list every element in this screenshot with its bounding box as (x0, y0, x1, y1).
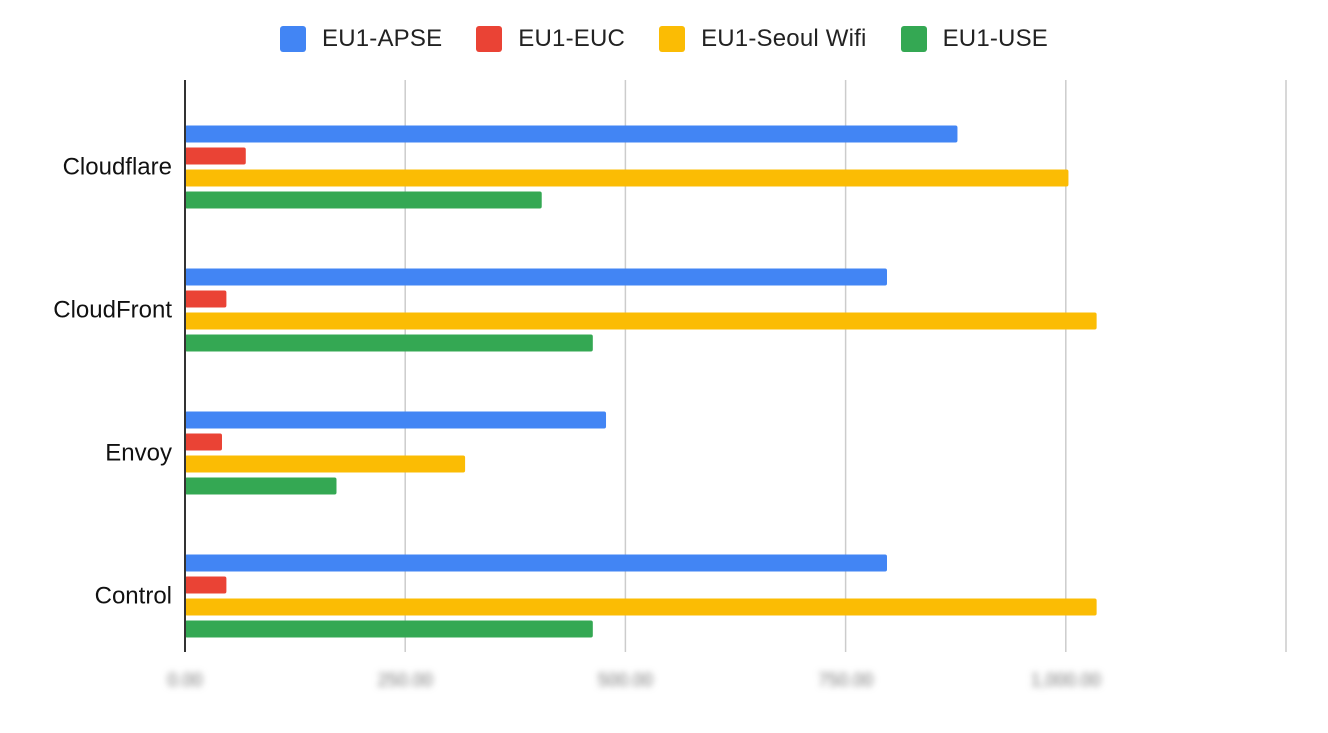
bar-cloudflare-eu1-euc (185, 147, 246, 165)
x-tick-label-2: 500.00 (598, 670, 653, 690)
legend-label-eu1-use: EU1-USE (942, 25, 1049, 52)
legend-item-eu1-euc[interactable]: EU1-EUC (476, 25, 625, 53)
bar-control-eu1-apse (185, 554, 887, 572)
legend-swatch-eu1-seoul-wifi (659, 26, 686, 52)
legend-label-eu1-euc: EU1-EUC (518, 25, 626, 52)
legend-item-eu1-use[interactable]: EU1-USE (900, 25, 1049, 53)
category-label-cloudflare: Cloudflare (63, 154, 172, 181)
legend-item-eu1-seoul-wifi[interactable]: EU1-Seoul Wifi (659, 25, 867, 53)
bar-envoy-eu1-use (185, 477, 337, 495)
bar-cloudflare-eu1-use (185, 191, 542, 209)
x-tick-label-3: 750.00 (818, 670, 873, 690)
x-tick-label-4: 1,000.00 (1031, 670, 1101, 690)
category-label-control: Control (95, 583, 172, 610)
bar-envoy-eu1-seoul-wifi (185, 455, 466, 473)
bar-control-eu1-seoul-wifi (185, 598, 1097, 616)
legend-label-eu1-seoul-wifi: EU1-Seoul Wifi (701, 25, 867, 52)
legend-swatch-eu1-apse (279, 26, 306, 52)
bar-cloudfront-eu1-euc (185, 290, 227, 308)
legend-swatch-eu1-euc (476, 26, 503, 52)
bar-cloudflare-eu1-apse (185, 125, 958, 143)
bar-envoy-eu1-euc (185, 433, 222, 451)
bar-cloudfront-eu1-use (185, 334, 593, 352)
legend-label-eu1-apse: EU1-APSE (321, 25, 443, 52)
category-label-cloudfront: CloudFront (53, 297, 172, 324)
bar-control-eu1-use (185, 620, 593, 638)
category-label-envoy: Envoy (105, 440, 172, 467)
bar-cloudfront-eu1-seoul-wifi (185, 312, 1097, 330)
x-tick-label-0: 0.00 (167, 670, 202, 690)
x-tick-label-1: 250.00 (378, 670, 433, 690)
bar-control-eu1-euc (185, 576, 227, 594)
legend-item-eu1-apse[interactable]: EU1-APSE (279, 25, 443, 53)
bar-cloudflare-eu1-seoul-wifi (185, 169, 1069, 187)
legend-swatch-eu1-use (900, 26, 927, 52)
bar-cloudfront-eu1-apse (185, 268, 887, 286)
chart-legend: EU1-APSE EU1-EUC EU1-Seoul Wifi EU1-USE (0, 22, 1328, 56)
bar-envoy-eu1-apse (185, 411, 607, 429)
